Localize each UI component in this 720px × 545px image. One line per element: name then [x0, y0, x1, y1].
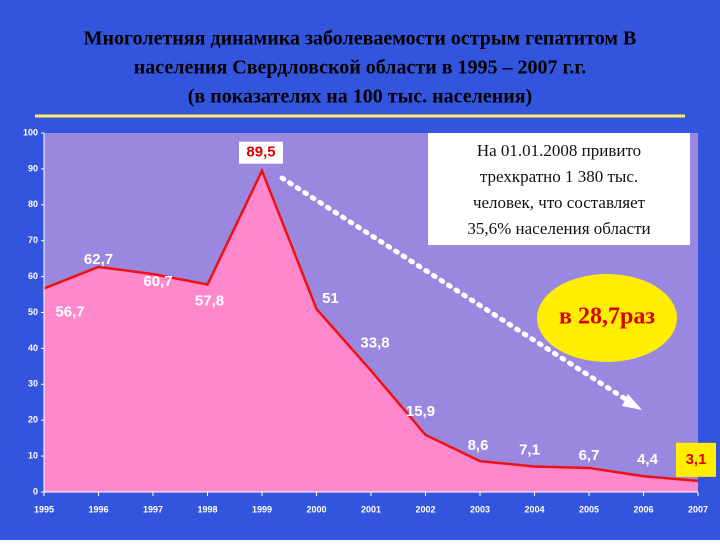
value-label: 56,7	[55, 303, 84, 320]
title-line: (в показателях на 100 тыс. населения)	[188, 86, 532, 108]
y-tick-label: 0	[33, 486, 38, 496]
y-tick-label: 40	[28, 343, 38, 353]
x-tick-label: 1995	[34, 504, 54, 514]
label-box	[239, 141, 283, 164]
arrow-head	[622, 394, 642, 410]
value-label: 4,4	[637, 451, 659, 468]
value-label: 8,6	[468, 437, 489, 454]
value-label: 62,7	[84, 251, 113, 268]
callout-bubble	[537, 274, 677, 362]
title-line: Многолетняя динамика заболеваемости остр…	[84, 28, 637, 50]
x-tick-label: 2002	[415, 504, 435, 514]
x-tick-label: 2003	[470, 504, 490, 514]
x-tick-label: 1997	[143, 504, 163, 514]
x-tick-label: 1996	[88, 504, 108, 514]
title-line: населения Свердловской области в 1995 – …	[134, 57, 586, 79]
value-label: 33,8	[360, 335, 389, 352]
x-tick-label: 2000	[306, 504, 326, 514]
x-tick-label: 1999	[252, 504, 272, 514]
trend-arrow	[279, 175, 633, 405]
x-tick-label: 2007	[688, 504, 708, 514]
note-line: трехкратно 1 380 тыс.	[480, 167, 638, 186]
x-tick-label: 1998	[197, 504, 217, 514]
value-label: 89,5	[246, 144, 275, 161]
y-tick-label: 60	[28, 271, 38, 281]
y-tick-label: 70	[28, 235, 38, 245]
y-tick-label: 30	[28, 379, 38, 389]
note-line: На 01.01.2008 привито	[477, 141, 641, 160]
note-box	[428, 133, 690, 245]
value-label: 6,7	[579, 447, 600, 464]
x-tick-label: 2006	[633, 504, 653, 514]
y-tick-label: 90	[28, 163, 38, 173]
y-tick-label: 50	[28, 307, 38, 317]
x-tick-label: 2001	[361, 504, 381, 514]
value-label: 60,7	[143, 273, 172, 290]
y-tick-label: 20	[28, 415, 38, 425]
note-line: 35,6% населения области	[467, 219, 650, 238]
y-tick-label: 80	[28, 199, 38, 209]
line	[43, 167, 699, 483]
y-tick-label: 100	[23, 127, 38, 137]
value-label: 51	[322, 290, 339, 307]
label-box	[676, 442, 716, 477]
y-tick-label: 10	[28, 450, 38, 460]
value-label: 57,8	[195, 292, 224, 309]
callout: в 28,7раз	[559, 304, 655, 330]
area	[44, 170, 698, 492]
value-label: 15,9	[406, 403, 435, 420]
note-line: человек, что составляет	[473, 193, 646, 212]
value-label: 3,1	[686, 451, 707, 468]
x-tick-label: 2005	[579, 504, 599, 514]
x-tick-label: 2004	[524, 504, 544, 514]
value-label: 7,1	[519, 441, 540, 458]
